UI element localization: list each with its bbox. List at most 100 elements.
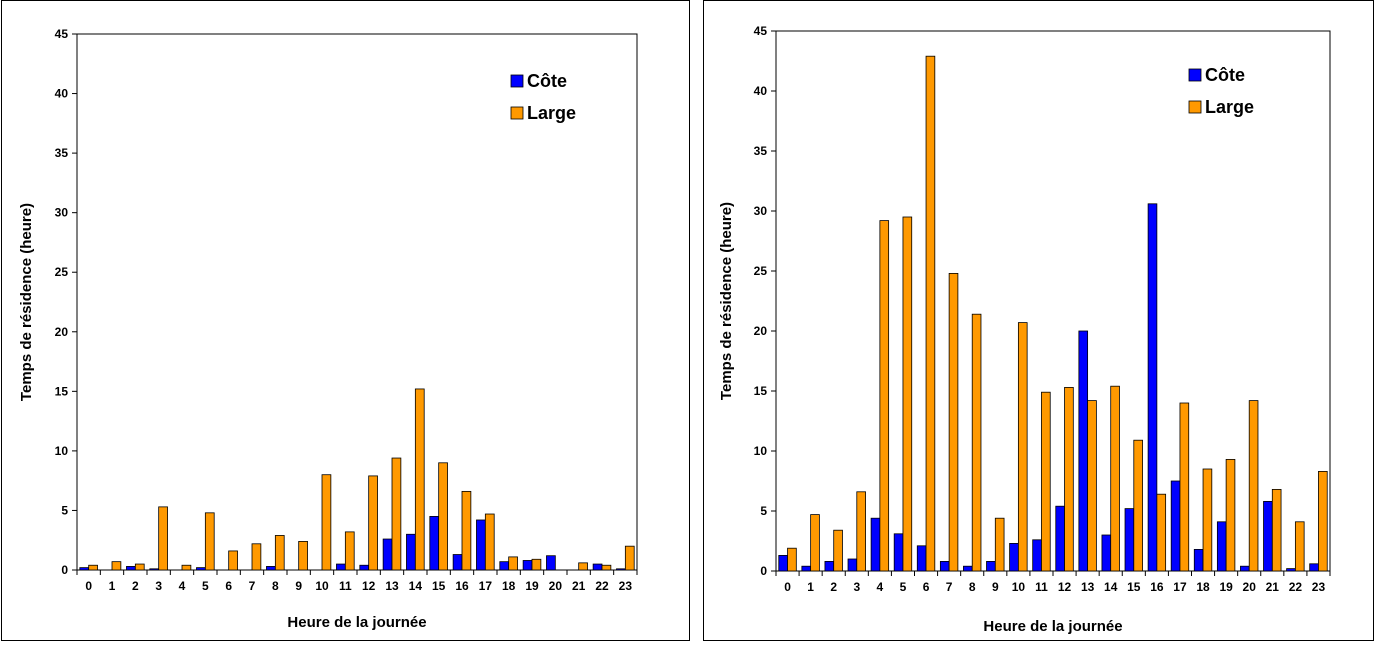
bar-cote-2 (824, 561, 835, 572)
bar-large-13 (391, 457, 402, 571)
y-tick-label: 15 (754, 384, 768, 398)
x-tick-label: 0 (784, 580, 791, 594)
y-tick-label: 30 (55, 206, 69, 220)
x-tick-label: 9 (992, 580, 999, 594)
bar-cote-15 (429, 516, 440, 571)
bar-cote-15 (1124, 508, 1135, 572)
bar-large-21 (578, 562, 588, 571)
bar-cote-21 (1263, 500, 1273, 572)
legend-swatch-large (1188, 100, 1202, 114)
y-tick-label: 40 (55, 87, 69, 101)
bar-large-10 (321, 474, 332, 571)
x-tick-label: 14 (409, 579, 423, 593)
x-tick-label: 11 (339, 579, 352, 593)
y-tick-label: 20 (754, 324, 768, 338)
x-tick-label: 7 (249, 579, 256, 593)
bar-cote-0 (79, 567, 90, 571)
bar-cote-22 (1286, 568, 1296, 572)
x-tick-label: 14 (1104, 580, 1118, 594)
bar-large-12 (1064, 386, 1074, 572)
y-tick-label: 35 (754, 144, 768, 158)
bar-large-22 (601, 564, 612, 571)
bar-large-8 (274, 535, 285, 571)
y-tick-label: 15 (55, 384, 69, 398)
bar-large-3 (856, 491, 866, 572)
bar-cote-4 (870, 517, 881, 572)
bar-large-2 (134, 563, 145, 571)
x-tick-label: 15 (432, 579, 446, 593)
bar-large-0 (88, 564, 98, 571)
x-tick-label: 12 (1058, 580, 1072, 594)
bar-cote-14 (1101, 534, 1112, 572)
bar-large-21 (1271, 488, 1282, 572)
x-tick-label: 21 (572, 579, 586, 593)
bar-large-12 (368, 475, 378, 571)
bar-large-2 (833, 529, 843, 572)
x-tick-label: 21 (1266, 580, 1280, 594)
x-tick-label: 17 (1173, 580, 1187, 594)
bar-large-5 (902, 216, 913, 572)
bar-cote-12 (1055, 505, 1065, 572)
bar-large-6 (228, 550, 238, 571)
y-tick-label: 0 (61, 563, 68, 577)
bar-large-3 (158, 506, 168, 571)
bar-large-7 (948, 272, 959, 572)
y-tick-label: 20 (55, 325, 69, 339)
x-tick-label: 8 (969, 580, 976, 594)
y-tick-label: 35 (55, 146, 69, 160)
x-tick-label: 10 (315, 579, 329, 593)
bar-large-23 (624, 545, 635, 571)
bar-large-14 (1110, 385, 1120, 572)
bar-large-7 (251, 543, 262, 571)
bar-cote-17 (476, 519, 486, 571)
bar-large-17 (484, 513, 495, 571)
x-tick-label: 22 (595, 579, 609, 593)
legend-label-cote: Côte (1205, 65, 1245, 85)
bar-large-13 (1087, 400, 1097, 572)
bar-cote-13 (382, 538, 393, 571)
x-tick-label: 3 (853, 580, 860, 594)
bar-cote-7 (939, 561, 950, 572)
bar-large-18 (508, 556, 518, 571)
bar-large-19 (531, 558, 542, 571)
x-tick-label: 18 (502, 579, 516, 593)
x-tick-label: 19 (1219, 580, 1233, 594)
y-tick-label: 45 (754, 24, 768, 38)
bar-cote-14 (406, 533, 416, 571)
bar-large-18 (1202, 468, 1213, 572)
y-tick-label: 0 (760, 564, 767, 578)
x-tick-label: 15 (1127, 580, 1141, 594)
legend-label-large: Large (527, 103, 576, 123)
bar-cote-11 (1032, 539, 1042, 572)
bar-cote-1 (801, 565, 812, 572)
bar-cote-19 (522, 560, 533, 571)
x-tick-label: 8 (272, 579, 279, 593)
x-tick-label: 12 (362, 579, 376, 593)
y-axis-label: Temps de résidence (heure) (718, 202, 735, 400)
bar-large-4 (879, 220, 890, 572)
x-tick-label: 13 (385, 579, 399, 593)
y-tick-label: 10 (754, 444, 768, 458)
bar-cote-23 (616, 568, 626, 571)
x-tick-label: 16 (1150, 580, 1164, 594)
bar-large-23 (1318, 470, 1328, 572)
x-tick-label: 6 (225, 579, 232, 593)
bar-cote-23 (1309, 563, 1319, 572)
bar-cote-8 (266, 566, 276, 571)
bar-cote-9 (986, 561, 996, 572)
bar-cote-17 (1170, 480, 1181, 572)
x-tick-label: 5 (202, 579, 209, 593)
x-tick-label: 17 (479, 579, 493, 593)
x-tick-label: 6 (923, 580, 930, 594)
x-tick-label: 2 (132, 579, 139, 593)
bar-large-22 (1294, 521, 1305, 572)
y-axis-label: Temps de résidence (heure) (18, 203, 35, 401)
legend-label-cote: Côte (527, 71, 567, 91)
bar-cote-22 (592, 563, 603, 571)
bar-cote-16 (452, 554, 463, 571)
y-tick-label: 5 (760, 504, 767, 518)
x-tick-label: 0 (85, 579, 92, 593)
x-tick-label: 1 (109, 579, 116, 593)
plot-area (76, 33, 638, 571)
bar-large-9 (994, 517, 1005, 572)
